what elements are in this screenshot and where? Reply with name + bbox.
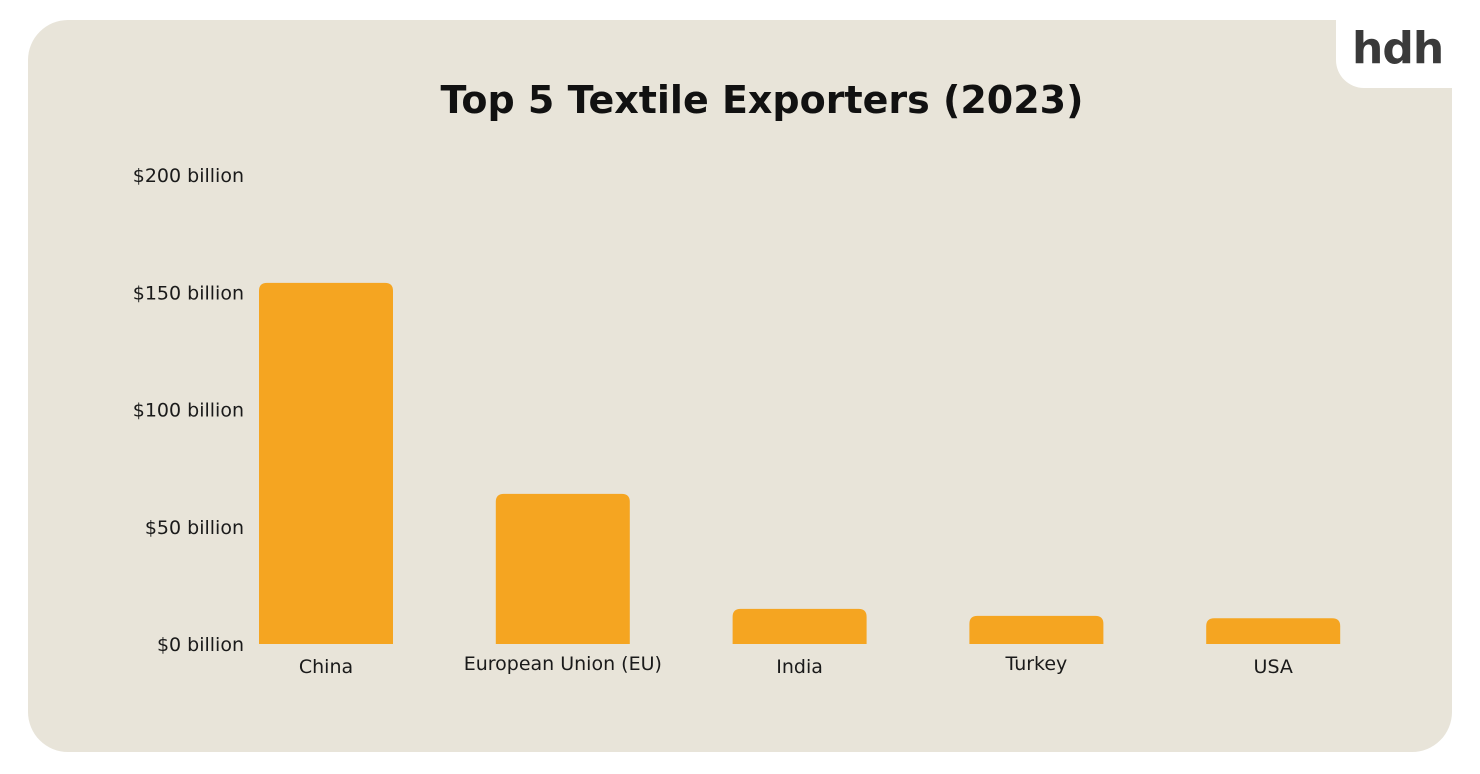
- x-tick-label: European Union (EU): [464, 653, 662, 675]
- brand-logo: hdh: [1352, 23, 1444, 74]
- x-tick-label: India: [776, 656, 823, 678]
- y-tick-label: $50 billion: [145, 517, 244, 539]
- chart-title: Top 5 Textile Exporters (2023): [440, 78, 1084, 122]
- bar-china: [259, 282, 393, 644]
- x-tick-label: China: [299, 656, 353, 678]
- bar-turkey: [969, 615, 1104, 644]
- bar-usa: [1206, 618, 1341, 644]
- bar-india: [732, 608, 867, 644]
- x-tick-label: USA: [1254, 656, 1293, 678]
- y-tick-label: $0 billion: [157, 634, 244, 656]
- y-tick-label: $200 billion: [133, 165, 244, 187]
- logo-container: [1336, 0, 1480, 88]
- y-tick-label: $100 billion: [133, 400, 244, 422]
- y-tick-label: $150 billion: [133, 282, 244, 304]
- bar-european-union-eu: [495, 493, 630, 644]
- x-tick-label: Turkey: [1004, 653, 1067, 675]
